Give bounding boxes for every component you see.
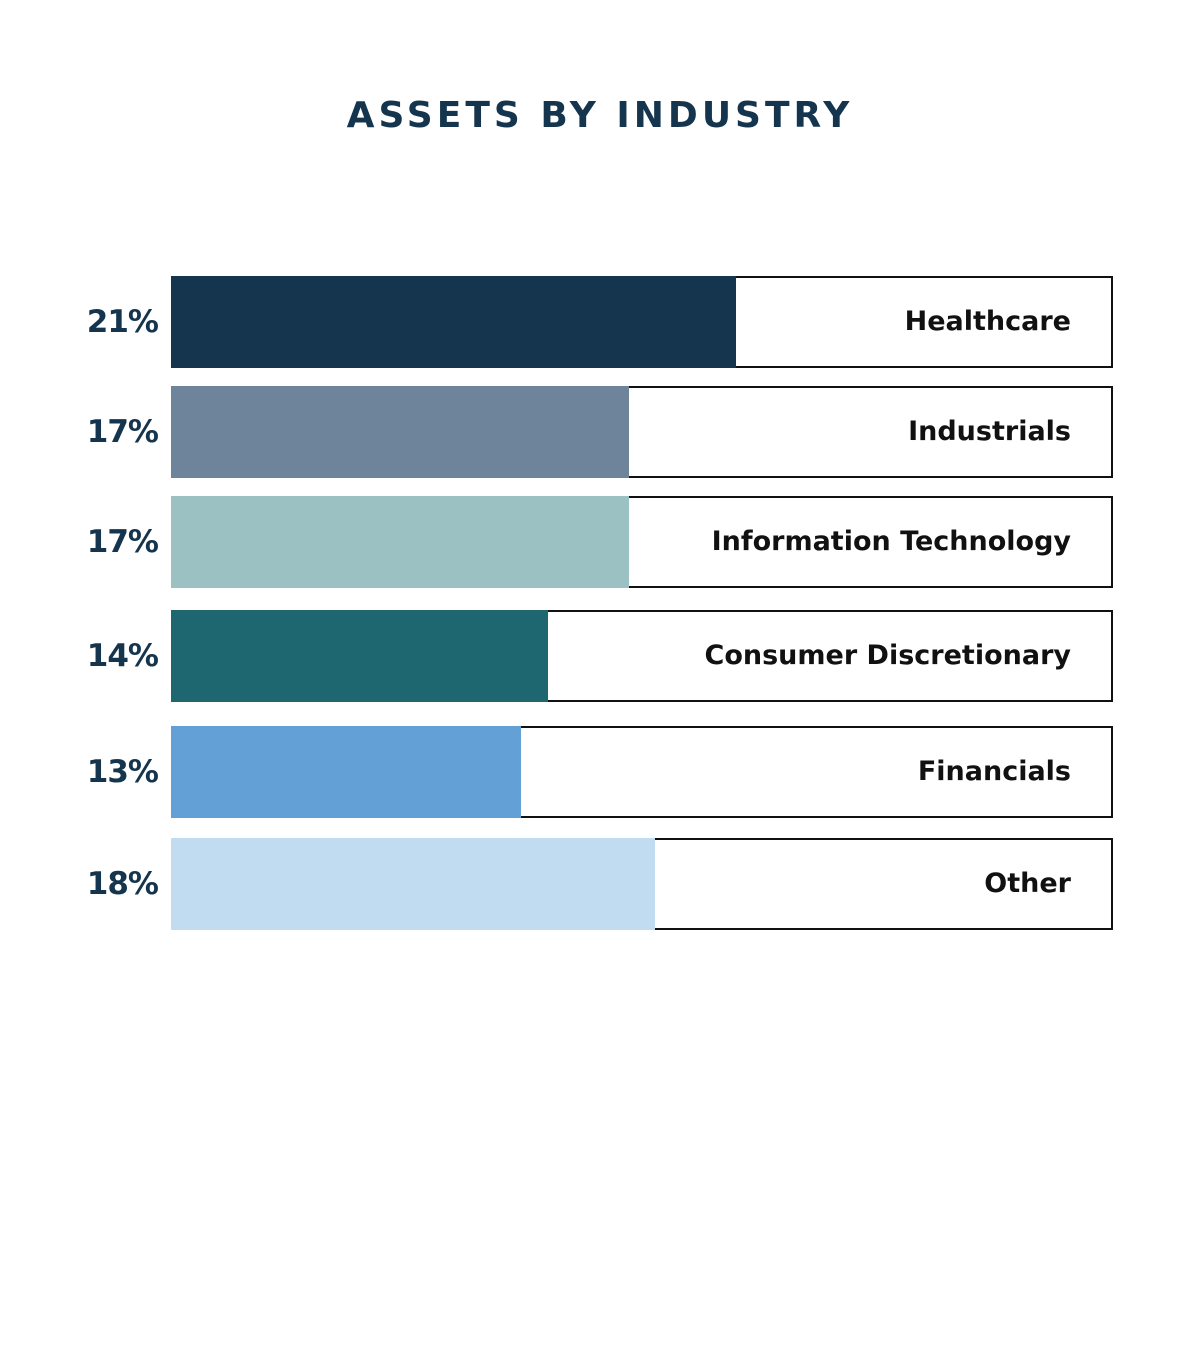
value-label: 17% bbox=[86, 524, 159, 560]
bar-track: Other bbox=[171, 838, 1113, 930]
bar-track: Healthcare bbox=[171, 276, 1113, 368]
bar bbox=[171, 386, 629, 478]
bar-row: 21% Healthcare bbox=[0, 276, 1200, 368]
value-label: 13% bbox=[86, 754, 159, 790]
value-label: 17% bbox=[86, 414, 159, 450]
category-label: Healthcare bbox=[904, 306, 1071, 337]
chart-title: ASSETS BY INDUSTRY bbox=[346, 95, 854, 136]
bar-row: 17% Information Technology bbox=[0, 496, 1200, 588]
bar-row: 17% Industrials bbox=[0, 386, 1200, 478]
bar-track: Consumer Discretionary bbox=[171, 610, 1113, 702]
bar bbox=[171, 276, 737, 368]
bar-row: 13% Financials bbox=[0, 726, 1200, 818]
value-label: 18% bbox=[86, 866, 159, 902]
category-label: Financials bbox=[917, 756, 1071, 787]
category-label: Information Technology bbox=[711, 526, 1071, 557]
bar bbox=[171, 496, 629, 588]
category-label: Other bbox=[984, 868, 1071, 899]
bar bbox=[171, 838, 656, 930]
category-label: Industrials bbox=[908, 416, 1071, 447]
bar bbox=[171, 610, 548, 702]
category-label: Consumer Discretionary bbox=[704, 640, 1071, 671]
bar-track: Financials bbox=[171, 726, 1113, 818]
value-label: 21% bbox=[86, 304, 159, 340]
bar-track: Industrials bbox=[171, 386, 1113, 478]
bar-row: 18% Other bbox=[0, 838, 1200, 930]
value-label: 14% bbox=[86, 638, 159, 674]
bar bbox=[171, 726, 521, 818]
bar-row: 14% Consumer Discretionary bbox=[0, 610, 1200, 702]
bar-track: Information Technology bbox=[171, 496, 1113, 588]
